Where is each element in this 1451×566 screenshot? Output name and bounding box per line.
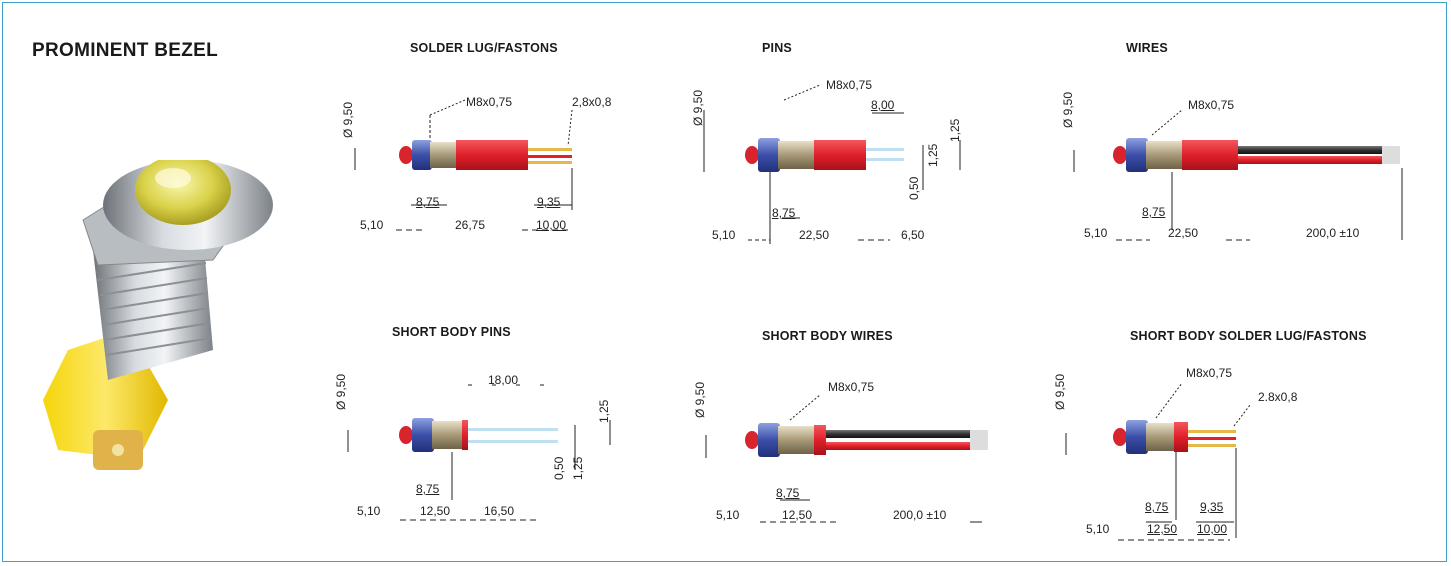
sb-wires-thread-label: M8x0,75: [828, 380, 875, 394]
pins-thread-label: M8x0,75: [826, 78, 873, 92]
sb-pins-dim-8-75: 8,75: [416, 482, 440, 496]
sb-pins-dim-5-10: 5,10: [357, 504, 381, 518]
solder-lug-label: 2,8x0,8: [572, 95, 612, 109]
sb-pins-dim-18-00: 18,00: [488, 373, 519, 387]
drawing-short-body-solder: [1065, 382, 1251, 541]
sb-solder-diameter-label: Ø 9,50: [1053, 373, 1067, 410]
solder-thread-label: M8x0,75: [466, 95, 513, 109]
pins-dim-22-50: 22,50: [799, 228, 830, 242]
sb-solder-lug-label: 2.8x0,8: [1258, 390, 1298, 404]
sb-wires-diameter-label: Ø 9,50: [693, 381, 707, 418]
pins-diameter-label: Ø 9,50: [691, 89, 705, 126]
solder-dim-26-75: 26,75: [455, 218, 486, 232]
sb-solder-dim-5-10: 5,10: [1086, 522, 1110, 536]
section-title-wires: WIRES: [1126, 41, 1168, 55]
wires-dim-8-75: 8,75: [1142, 205, 1166, 219]
solder-dim-9-35: 9,35: [537, 195, 561, 209]
sb-solder-dim-12-50: 12,50: [1147, 522, 1178, 536]
drawing-solder: [354, 99, 573, 231]
sb-pins-dim-0-50: 0,50: [552, 456, 566, 480]
wires-dim-200: 200,0 ±10: [1306, 226, 1360, 240]
section-title-pins: PINS: [762, 41, 792, 55]
drawing-short-body-wires: [705, 394, 988, 523]
wires-dim-5-10: 5,10: [1084, 226, 1108, 240]
solder-dim-10-00: 10,00: [536, 218, 567, 232]
pins-dim-1-25-a: 1,25: [948, 118, 962, 142]
pins-dim-6-50: 6,50: [901, 228, 925, 242]
drawing-short-body-pins: [347, 384, 611, 521]
sb-solder-thread-label: M8x0,75: [1186, 366, 1233, 380]
drawing-wires: [1073, 109, 1403, 241]
pins-dim-1-25-b: 1,25: [926, 143, 940, 167]
sb-solder-dim-9-35: 9,35: [1200, 500, 1224, 514]
drawing-pins: [703, 84, 961, 244]
section-title-solder: SOLDER LUG/FASTONS: [410, 41, 558, 55]
lug-hole: [112, 444, 124, 456]
pins-dim-0-50: 0,50: [907, 176, 921, 200]
sb-solder-dim-10-00: 10,00: [1197, 522, 1228, 536]
section-title-short-body-wires: SHORT BODY WIRES: [762, 329, 893, 343]
page-title: PROMINENT BEZEL: [32, 40, 219, 61]
sb-solder-dim-8-75: 8,75: [1145, 500, 1169, 514]
sb-pins-dim-16-50: 16,50: [484, 504, 515, 518]
pins-dim-5-10: 5,10: [712, 228, 736, 242]
section-title-short-body-solder: SHORT BODY SOLDER LUG/FASTONS: [1130, 329, 1367, 343]
product-photo: [43, 160, 273, 470]
sb-pins-dim-1-25-a: 1,25: [597, 399, 611, 423]
wires-dim-22-50: 22,50: [1168, 226, 1199, 240]
sb-pins-dim-1-25-b: 1,25: [571, 456, 585, 480]
sb-pins-dim-12-50: 12,50: [420, 504, 451, 518]
wires-diameter-label: Ø 9,50: [1061, 91, 1075, 128]
solder-dim-8-75: 8,75: [416, 195, 440, 209]
sb-pins-diameter-label: Ø 9,50: [334, 373, 348, 410]
solder-dim-5-10: 5,10: [360, 218, 384, 232]
threaded-body: [93, 235, 213, 380]
sb-wires-dim-5-10: 5,10: [716, 508, 740, 522]
pins-dim-8-00: 8,00: [871, 98, 895, 112]
section-title-short-body-pins: SHORT BODY PINS: [392, 325, 511, 339]
sb-wires-dim-200: 200,0 ±10: [893, 508, 947, 522]
wires-thread-label: M8x0,75: [1188, 98, 1235, 112]
solder-diameter-label: Ø 9,50: [341, 101, 355, 138]
pins-dim-8-75: 8,75: [772, 206, 796, 220]
sb-wires-dim-8-75: 8,75: [776, 486, 800, 500]
sb-wires-dim-12-50: 12,50: [782, 508, 813, 522]
